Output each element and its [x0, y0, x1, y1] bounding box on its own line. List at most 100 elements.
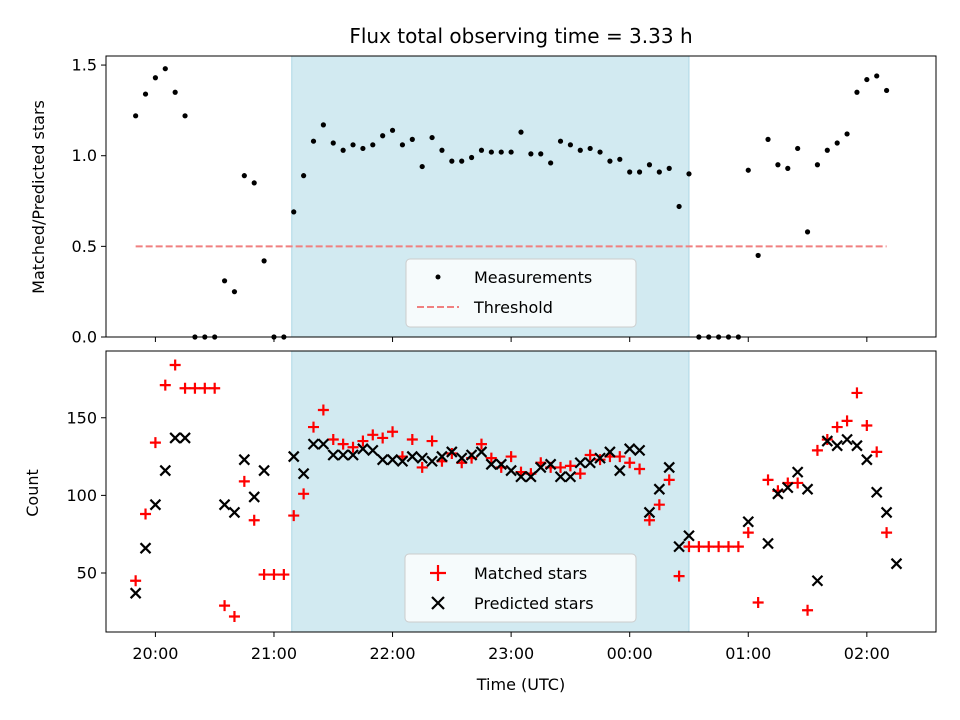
measurement-point — [172, 89, 178, 95]
matched-star-point — [663, 474, 675, 486]
measurement-point — [429, 134, 435, 141]
predicted-star-point — [455, 452, 468, 464]
matched-star-point — [140, 508, 152, 520]
measurement-point — [686, 171, 692, 177]
predicted-star-point — [129, 587, 142, 599]
matched-star-point — [179, 382, 191, 394]
matched-star-point — [327, 433, 339, 445]
measurement-point — [844, 131, 850, 137]
measurement-point — [221, 278, 228, 284]
matched-star-point — [298, 488, 310, 500]
measurement-point — [874, 73, 880, 79]
matched-star-point — [723, 541, 734, 553]
predicted-star-point — [248, 491, 260, 503]
predicted-star-point — [485, 458, 498, 471]
matched-star-point — [416, 461, 428, 473]
measurement-point — [478, 147, 485, 153]
matched-star-point — [762, 474, 774, 486]
matched-star-point — [881, 527, 893, 539]
predicted-star-point — [357, 443, 369, 455]
predicted-star-point — [179, 432, 191, 444]
legend-threshold-label: Threshold — [473, 298, 553, 317]
predicted-star-point — [238, 453, 251, 466]
predicted-star-point — [772, 488, 784, 500]
top-panel: 0.0 0.5 1.0 1.5 Matched/Predicted stars Mea… — [29, 55, 937, 347]
measurement-point — [528, 151, 534, 157]
predicted-star-point — [604, 446, 616, 458]
legend-predicted-label: Predicted stars — [474, 594, 594, 613]
measurement-point — [320, 122, 326, 128]
predicted-star-point — [367, 444, 379, 457]
matched-star-point — [653, 499, 665, 511]
predicted-star-point — [159, 464, 172, 477]
matched-star-point — [643, 514, 655, 526]
predicted-star-point — [406, 450, 419, 463]
matched-star-point — [564, 460, 576, 472]
predicted-star-point — [831, 439, 843, 452]
y-tick-label: 150 — [66, 408, 97, 427]
predicted-star-point — [782, 481, 794, 494]
measurement-point — [795, 145, 801, 152]
predicted-star-point — [149, 498, 162, 511]
matched-star-point — [574, 468, 586, 480]
predicted-star-point — [742, 515, 755, 528]
legend-measurements-marker — [435, 274, 441, 280]
measurement-point — [785, 165, 791, 171]
bottom-panel: 50 100 150 20:00 21:00 22:00 23:00 00:00 01:00 0… — [23, 350, 937, 694]
measurement-point — [656, 169, 662, 175]
measurement-point — [745, 167, 751, 173]
measurement-point — [133, 113, 139, 119]
predicted-star-point — [574, 457, 587, 469]
measurement-point — [182, 113, 188, 119]
measurement-point — [755, 252, 761, 259]
top-legend: Measurements Threshold — [405, 258, 637, 328]
matched-star-point — [258, 569, 270, 581]
matched-star-point — [357, 435, 369, 447]
measurement-point — [508, 149, 514, 155]
predicted-star-point — [228, 506, 241, 519]
predicted-star-point — [337, 449, 349, 461]
measurement-point — [370, 142, 376, 148]
predicted-star-point — [307, 438, 320, 450]
measurement-point — [291, 209, 297, 215]
matched-star-point — [377, 432, 389, 444]
predicted-star-point — [376, 453, 389, 466]
predicted-star-point — [505, 464, 517, 477]
predicted-star-point — [218, 498, 231, 511]
predicted-star-point — [169, 432, 181, 444]
x-tick-label: 20:00 — [132, 644, 178, 663]
measurement-point — [864, 76, 870, 83]
predicted-star-point — [515, 470, 527, 483]
y-tick-label: 0.5 — [72, 237, 97, 256]
predicted-star-point — [287, 450, 300, 463]
measurement-point — [380, 133, 386, 139]
predicted-star-point — [861, 453, 873, 466]
matched-star-point — [149, 437, 161, 449]
matched-star-point — [802, 604, 814, 616]
measurement-point — [834, 140, 840, 146]
predicted-star-point — [683, 529, 695, 542]
matched-star-point — [406, 433, 418, 445]
predicted-stars-series — [129, 432, 903, 599]
matched-star-point — [308, 421, 319, 433]
predicted-star-point — [643, 506, 656, 519]
matched-star-point — [713, 541, 725, 553]
matched-star-point — [317, 404, 329, 416]
predicted-star-point — [436, 450, 448, 463]
predicted-star-point — [870, 486, 883, 499]
measurement-point — [676, 203, 682, 210]
x-axis-label: Time (UTC) — [476, 675, 565, 694]
matched-star-point — [871, 446, 883, 458]
predicted-star-point — [475, 446, 488, 458]
bottom-x-axis: 20:00 21:00 22:00 23:00 00:00 01:00 02:00 — [132, 632, 890, 663]
matched-star-point — [288, 510, 300, 522]
matched-star-point — [634, 463, 646, 475]
predicted-star-point — [584, 457, 596, 469]
measurement-point — [646, 162, 653, 168]
predicted-star-point — [633, 444, 646, 457]
matched-star-point — [732, 541, 744, 553]
measurement-point — [409, 136, 415, 142]
bottom-legend: Matched stars Predicted stars — [404, 553, 637, 623]
predicted-star-point — [801, 483, 814, 495]
